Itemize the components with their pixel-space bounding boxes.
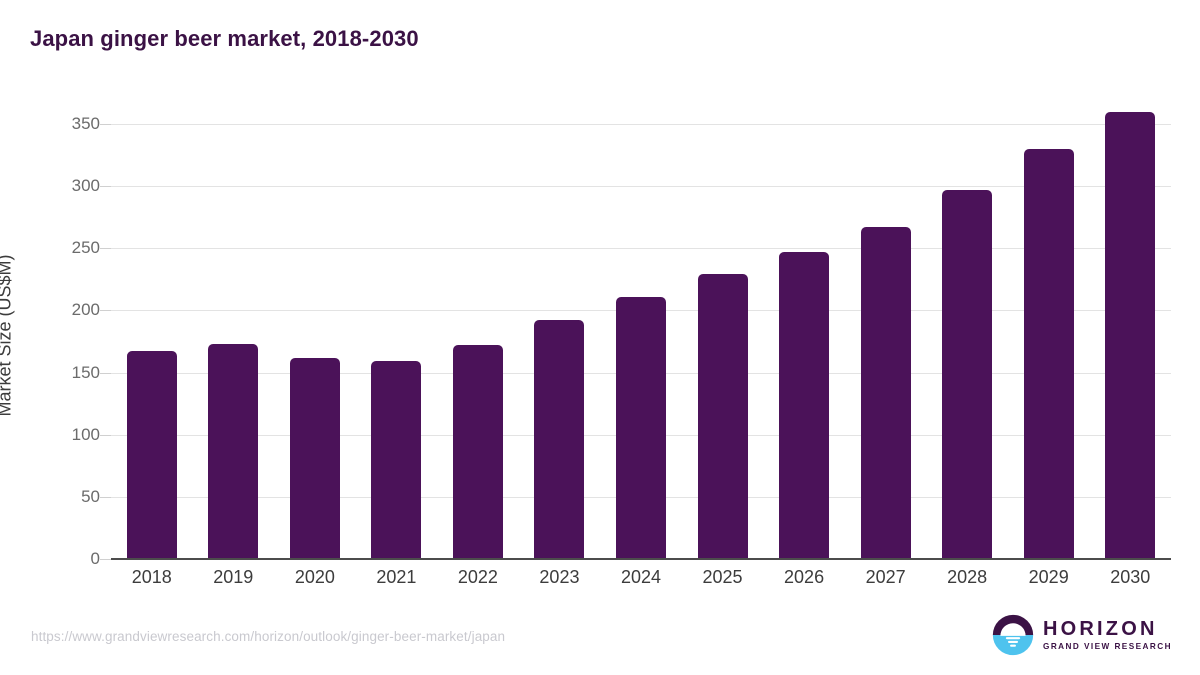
bar[interactable]: [779, 252, 830, 559]
y-axis-tick-label: 250: [71, 238, 100, 258]
logo-name: HORIZON: [1043, 617, 1158, 640]
x-axis-tick-label: 2024: [620, 567, 662, 587]
bar[interactable]: [452, 345, 503, 559]
x-axis-tick-label: 2022: [457, 567, 498, 587]
bar[interactable]: [942, 189, 993, 559]
y-axis-tick-mark: [100, 124, 111, 125]
x-axis-tick-label: 2028: [947, 567, 988, 587]
x-axis-tick-label: 2021: [376, 567, 417, 587]
y-axis-tick-label: 200: [71, 300, 100, 320]
bar[interactable]: [1023, 148, 1074, 559]
x-axis-tick-label: 2025: [702, 567, 743, 587]
gridline: [111, 124, 1171, 125]
source-url[interactable]: https://www.grandviewresearch.com/horizo…: [31, 629, 506, 644]
x-axis-tick-label: 2030: [1110, 567, 1151, 587]
y-axis-tick-mark: [100, 186, 111, 188]
bar[interactable]: [1105, 111, 1156, 559]
x-axis-tick-label: 2020: [294, 567, 335, 587]
y-axis-tick-label: 150: [71, 362, 100, 382]
y-axis-tick-mark: [100, 559, 111, 560]
x-axis-tick-label: 2018: [131, 567, 172, 587]
y-axis-tick-label: 100: [71, 424, 100, 444]
gridline: [111, 248, 1171, 250]
bar[interactable]: [860, 227, 911, 559]
horizon-logo[interactable]: HORIZON GRAND VIEW RESEARCH: [992, 614, 1172, 656]
y-axis-tick-mark: [100, 310, 111, 312]
y-axis-tick-label: 300: [71, 176, 100, 196]
x-axis-line: [111, 558, 1171, 560]
x-axis-tick-label: 2023: [539, 567, 580, 587]
bar[interactable]: [289, 357, 340, 559]
x-axis-tick-label: 2019: [213, 567, 254, 587]
y-axis-tick-mark: [100, 434, 111, 436]
gridline: [111, 186, 1171, 188]
bar[interactable]: [371, 361, 422, 559]
bar[interactable]: [534, 320, 585, 559]
plot-area: [111, 111, 1171, 559]
bar[interactable]: [697, 274, 748, 559]
logo-text: HORIZON GRAND VIEW RESEARCH: [1043, 619, 1172, 651]
y-axis-tick-label: 0: [90, 549, 100, 568]
horizon-sun-icon: [992, 614, 1034, 656]
bar[interactable]: [208, 343, 259, 559]
y-axis-tick-mark: [100, 372, 111, 374]
logo-tagline: GRAND VIEW RESEARCH: [1043, 641, 1172, 651]
x-axis-tick-label: 2027: [865, 567, 906, 587]
y-axis-tick-label: 350: [71, 114, 100, 133]
bar[interactable]: [126, 351, 177, 559]
y-axis-tick-label: 50: [81, 486, 100, 506]
x-axis-tick-label: 2026: [784, 567, 825, 587]
y-axis-tick-mark: [100, 496, 111, 498]
bar[interactable]: [616, 296, 666, 559]
y-axis-title: Market Size (US$M): [0, 254, 15, 417]
page-title: Japan ginger beer market, 2018-2030: [30, 26, 419, 51]
y-axis-tick-mark: [100, 248, 111, 250]
x-axis-tick-label: 2029: [1028, 567, 1069, 587]
